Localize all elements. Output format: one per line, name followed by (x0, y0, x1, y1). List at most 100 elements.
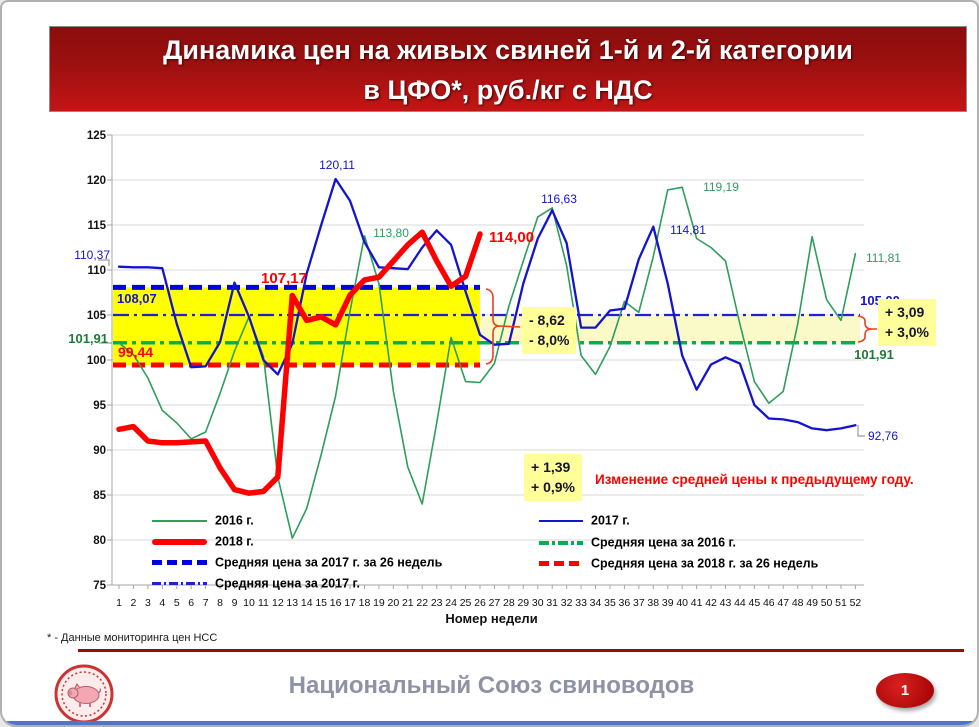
x-tick-label: 3 (145, 597, 151, 609)
footnote: * - Данные мониторинга цен НСС (47, 632, 218, 644)
value-label: 107,17 (261, 270, 307, 287)
x-tick-label: 28 (503, 597, 515, 609)
legend-item-2017: 2017 г. (539, 513, 630, 529)
value-label: 111,81 (866, 251, 901, 265)
y-tick-label: 90 (93, 445, 106, 457)
legend-label-avg-2016: Средняя цена за 2016 г. (591, 535, 736, 550)
y-tick-label: 115 (87, 220, 106, 232)
legend-item-2018: 2018 г. (152, 534, 254, 550)
x-tick-label: 43 (720, 597, 732, 609)
diff-box: - 8,62 - 8,0% (522, 307, 577, 354)
x-tick-label: 19 (373, 597, 385, 609)
x-tick-label: 4 (159, 597, 165, 609)
bottom-accent-strip (2, 721, 977, 725)
value-label: 110,37 (74, 248, 110, 262)
diff-box: + 3,09 + 3,0% (878, 299, 936, 346)
value-label: 114,00 (489, 229, 535, 246)
x-tick-label: 32 (561, 597, 573, 609)
x-tick-label: 27 (489, 597, 501, 609)
value-label: 114,81 (670, 223, 706, 237)
x-tick-label: 8 (217, 597, 223, 609)
y-tick-label: 120 (87, 175, 106, 187)
y-tick-label: 110 (87, 265, 106, 277)
x-tick-label: 42 (705, 597, 717, 609)
x-tick-label: 2 (131, 597, 137, 609)
x-tick-label: 46 (763, 597, 775, 609)
x-tick-label: 26 (474, 597, 486, 609)
x-tick-label: 24 (445, 597, 457, 609)
x-tick-label: 33 (575, 597, 587, 609)
note-change-vs-prev-year: Изменение средней цены к предыдущему год… (595, 472, 914, 487)
legend-label-2018: 2018 г. (215, 534, 254, 549)
x-tick-label: 51 (835, 597, 847, 609)
legend-swatch-2016-line-icon (152, 519, 207, 522)
legend-item-avg-2017-26w: Средняя цена за 2017 г. за 26 недель (152, 555, 442, 571)
y-tick-label: 100 (87, 355, 106, 367)
x-tick-label: 20 (388, 597, 400, 609)
value-label: 116,63 (541, 192, 577, 206)
legend-label-avg-2017-26w: Средняя цена за 2017 г. за 26 недель (215, 555, 443, 570)
legend-label-2017: 2017 г. (591, 513, 630, 528)
x-tick-label: 12 (272, 597, 284, 609)
legend-label-avg-2017: Средняя цена за 2017 г. (215, 576, 360, 591)
x-tick-label: 47 (777, 597, 789, 609)
x-tick-label: 49 (806, 597, 818, 609)
value-label: 113,80 (373, 226, 409, 240)
legend-item-avg-2017: Средняя цена за 2017 г. (152, 576, 360, 592)
title-line-1: Динамика цен на живых свиней 1-й и 2-й к… (163, 35, 853, 65)
leader-110-37 (98, 259, 110, 266)
x-tick-label: 25 (460, 597, 472, 609)
y-tick-label: 85 (93, 490, 106, 502)
value-label: 101,91 (68, 331, 108, 346)
x-tick-label: 9 (232, 597, 238, 609)
x-tick-label: 52 (850, 597, 862, 609)
series-line-2018 (116, 229, 483, 496)
x-tick-label: 14 (301, 597, 313, 609)
diff-box-line: + 3,09 (885, 304, 925, 320)
x-tick-label: 35 (604, 597, 616, 609)
page-number-badge: 1 (876, 673, 934, 708)
x-tick-label: 15 (315, 597, 327, 609)
diff-box: + 1,39 + 0,9% (524, 454, 582, 501)
x-axis-title: Номер недели (445, 611, 538, 626)
value-label: 119,19 (703, 180, 739, 194)
footer-organization-name: Национальный Союз свиноводов (288, 672, 695, 699)
legend-swatch-avg-2017-26w-icon (152, 560, 207, 566)
x-tick-label: 30 (532, 597, 544, 609)
diff-box-line: + 0,9% (531, 479, 575, 495)
brace-left (485, 288, 521, 365)
legend-item-avg-2016: Средняя цена за 2016 г. (539, 535, 736, 551)
x-tick-label: 34 (590, 597, 602, 609)
legend-label-2016: 2016 г. (215, 513, 254, 528)
x-tick-label: 38 (647, 597, 659, 609)
legend-swatch-2017-line-icon (539, 519, 583, 522)
x-tick-label: 37 (633, 597, 645, 609)
x-tick-label: 41 (691, 597, 703, 609)
value-label: 101,91 (854, 347, 894, 362)
x-tick-label: 23 (431, 597, 443, 609)
diff-box-line: - 8,0% (529, 332, 570, 348)
x-tick-label: 1 (116, 597, 122, 609)
value-label: 108,07 (117, 291, 157, 306)
x-tick-label: 50 (821, 597, 833, 609)
series-line-2017 (117, 177, 857, 432)
value-label: 120,11 (319, 158, 355, 172)
legend-swatch-avg-2018-26w-icon (539, 561, 583, 567)
value-label: 99,44 (118, 344, 154, 360)
legend-item-2016: 2016 г. (152, 513, 254, 529)
legend-swatch-avg-2017-icon (152, 582, 207, 586)
x-tick-label: 5 (174, 597, 180, 609)
slide-title: Динамика цен на живых свиней 1-й и 2-й к… (49, 26, 967, 112)
legend-item-avg-2018-26w: Средняя цена за 2018 г. за 26 недель (539, 556, 818, 572)
x-tick-label: 17 (344, 597, 356, 609)
x-tick-label: 40 (676, 597, 688, 609)
x-tick-label: 36 (619, 597, 631, 609)
x-tick-label: 22 (416, 597, 428, 609)
footer-divider (78, 649, 964, 652)
x-tick-label: 6 (188, 597, 194, 609)
x-tick-label: 29 (517, 597, 529, 609)
title-line-2: в ЦФО*, руб./кг с НДС (363, 75, 653, 105)
x-tick-label: 16 (330, 597, 342, 609)
